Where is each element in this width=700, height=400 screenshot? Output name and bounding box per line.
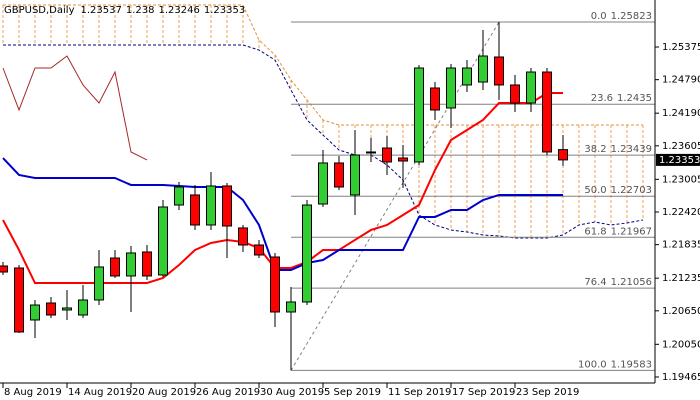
y-tick-label: 1.20050 bbox=[662, 339, 700, 350]
candle-body bbox=[558, 149, 568, 161]
x-tick-label: 20 Aug 2019 bbox=[132, 387, 196, 398]
y-tick-label: 1.25375 bbox=[662, 42, 700, 53]
chart-header: GBPUSD,Daily 1.23537 1.238 1.23246 1.23353 bbox=[4, 5, 245, 16]
candle-body bbox=[270, 256, 280, 313]
y-tick-label: 1.23005 bbox=[662, 174, 700, 185]
header-close: 1.23353 bbox=[204, 5, 245, 16]
cloud-upper bbox=[3, 4, 643, 126]
candle-body bbox=[222, 185, 232, 227]
candle-body bbox=[446, 67, 456, 109]
candle-body bbox=[542, 71, 552, 153]
fibo-ratio: 100.0 bbox=[578, 359, 607, 370]
fibo-ratio: 0.0 bbox=[591, 11, 607, 22]
indicator-line bbox=[2, 55, 148, 161]
fibo-label: 100.0 1.19583 bbox=[578, 359, 652, 370]
fibo-ratio: 76.4 bbox=[584, 277, 606, 288]
candle-body bbox=[526, 71, 536, 104]
candle-body bbox=[318, 162, 328, 205]
x-tick-label: 14 Aug 2019 bbox=[68, 387, 132, 398]
y-tick-label: 1.24790 bbox=[662, 75, 700, 86]
candles-layer bbox=[0, 21, 568, 371]
x-tick-label: 26 Aug 2019 bbox=[196, 387, 260, 398]
header-open: 1.23537 bbox=[81, 5, 122, 16]
candle-body bbox=[142, 251, 152, 277]
fibo-price: 1.19583 bbox=[611, 359, 652, 370]
x-tick-label: 11 Sep 2019 bbox=[388, 387, 451, 398]
current-price-label: 1.23353 bbox=[659, 155, 700, 166]
candle-body bbox=[510, 84, 520, 104]
candle-body bbox=[0, 265, 8, 273]
candle-body bbox=[126, 252, 136, 277]
fibo-price: 1.22703 bbox=[611, 185, 652, 196]
fibo-price: 1.21056 bbox=[611, 277, 652, 288]
candle-body bbox=[462, 67, 472, 86]
y-tick-label: 1.20650 bbox=[662, 306, 700, 317]
header-low: 1.23246 bbox=[159, 5, 200, 16]
candle-body bbox=[190, 194, 200, 226]
current-price-box bbox=[656, 153, 700, 166]
candle-body bbox=[366, 151, 376, 154]
candle-body bbox=[174, 186, 184, 206]
candle-body bbox=[382, 147, 392, 163]
header-high: 1.238 bbox=[126, 5, 155, 16]
cloud-lower bbox=[3, 44, 644, 239]
candle-body bbox=[30, 304, 40, 321]
candle-body bbox=[62, 307, 72, 311]
y-tick-label: 1.21835 bbox=[662, 240, 700, 251]
y-tick-label: 1.23605 bbox=[662, 141, 700, 152]
candle-body bbox=[414, 67, 424, 163]
candle-body bbox=[478, 55, 488, 83]
candle-body bbox=[350, 154, 360, 196]
fibo-price: 1.23439 bbox=[611, 144, 652, 155]
candle-body bbox=[94, 266, 104, 301]
x-tick-label: 23 Sep 2019 bbox=[516, 387, 579, 398]
chart-title: GBPUSD,Daily bbox=[4, 5, 75, 16]
candle-body bbox=[302, 204, 312, 303]
fibo-ratio: 50.0 bbox=[584, 185, 606, 196]
y-tick-label: 1.19465 bbox=[662, 372, 700, 383]
candle-body bbox=[78, 299, 88, 316]
fibo-price: 1.2435 bbox=[617, 93, 652, 104]
candle-body bbox=[286, 301, 296, 313]
candle-body bbox=[158, 206, 168, 276]
fibo-ratio: 38.2 bbox=[584, 144, 606, 155]
fibo-price: 1.25823 bbox=[611, 11, 652, 22]
y-tick-label: 1.21235 bbox=[662, 273, 700, 284]
fibo-price: 1.21967 bbox=[611, 226, 652, 237]
fibo-label: 76.4 1.21056 bbox=[584, 277, 652, 288]
x-tick-label: 17 Sep 2019 bbox=[452, 387, 515, 398]
candle-body bbox=[254, 244, 264, 256]
y-tick-label: 1.22420 bbox=[662, 207, 700, 218]
fibo-label: 38.2 1.23439 bbox=[584, 144, 652, 155]
x-tick-label: 8 Aug 2019 bbox=[4, 387, 62, 398]
fibo-label: 0.0 1.25823 bbox=[591, 11, 652, 22]
x-tick-label: 30 Aug 2019 bbox=[260, 387, 324, 398]
candle-body bbox=[238, 227, 248, 246]
candle-body bbox=[14, 267, 24, 333]
fibo-label: 50.0 1.22703 bbox=[584, 185, 652, 196]
candle-body bbox=[398, 157, 408, 162]
fibo-ratio: 23.6 bbox=[591, 93, 613, 104]
fibo-ratio: 61.8 bbox=[584, 226, 606, 237]
candle-body bbox=[46, 302, 56, 316]
candle-body bbox=[430, 87, 440, 111]
candle-body bbox=[334, 162, 344, 188]
y-tick-label: 1.24190 bbox=[662, 108, 700, 119]
candle-body bbox=[206, 185, 216, 226]
x-tick-label: 5 Sep 2019 bbox=[324, 387, 381, 398]
candle-body bbox=[110, 257, 120, 277]
candle-body bbox=[494, 56, 504, 86]
fibo-label: 23.6 1.2435 bbox=[591, 93, 652, 104]
fibo-label: 61.8 1.21967 bbox=[584, 226, 652, 237]
indicator-line bbox=[2, 157, 563, 272]
